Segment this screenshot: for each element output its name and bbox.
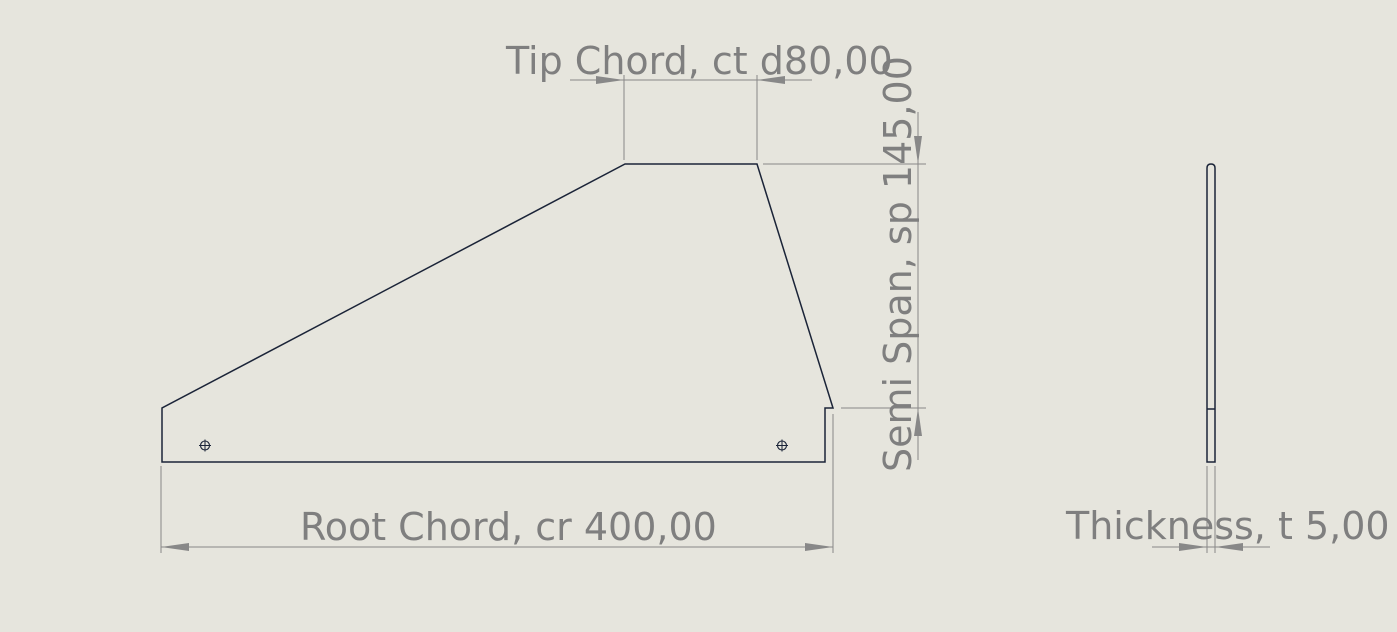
- mounting-hole-left: [199, 439, 211, 452]
- root-chord-dimension: Root Chord, cr 400,00: [160, 414, 834, 553]
- thickness-label: Thickness, t 5,00: [1065, 504, 1390, 548]
- tip-chord-label: Tip Chord, ct d80,00: [505, 39, 893, 83]
- side-view-outline: [1206, 163, 1216, 463]
- fin-side-view: [1206, 163, 1216, 463]
- fin-planform: [161, 163, 835, 463]
- tip-chord-dimension: Tip Chord, ct d80,00: [505, 39, 893, 160]
- root-chord-label: Root Chord, cr 400,00: [300, 505, 717, 549]
- semi-span-dimension: Semi Span, sp 145,00: [763, 56, 926, 472]
- thickness-dimension: Thickness, t 5,00: [1065, 466, 1390, 553]
- semi-span-label: Semi Span, sp 145,00: [876, 56, 920, 472]
- fin-outline: [161, 163, 835, 463]
- mounting-hole-right: [776, 439, 788, 452]
